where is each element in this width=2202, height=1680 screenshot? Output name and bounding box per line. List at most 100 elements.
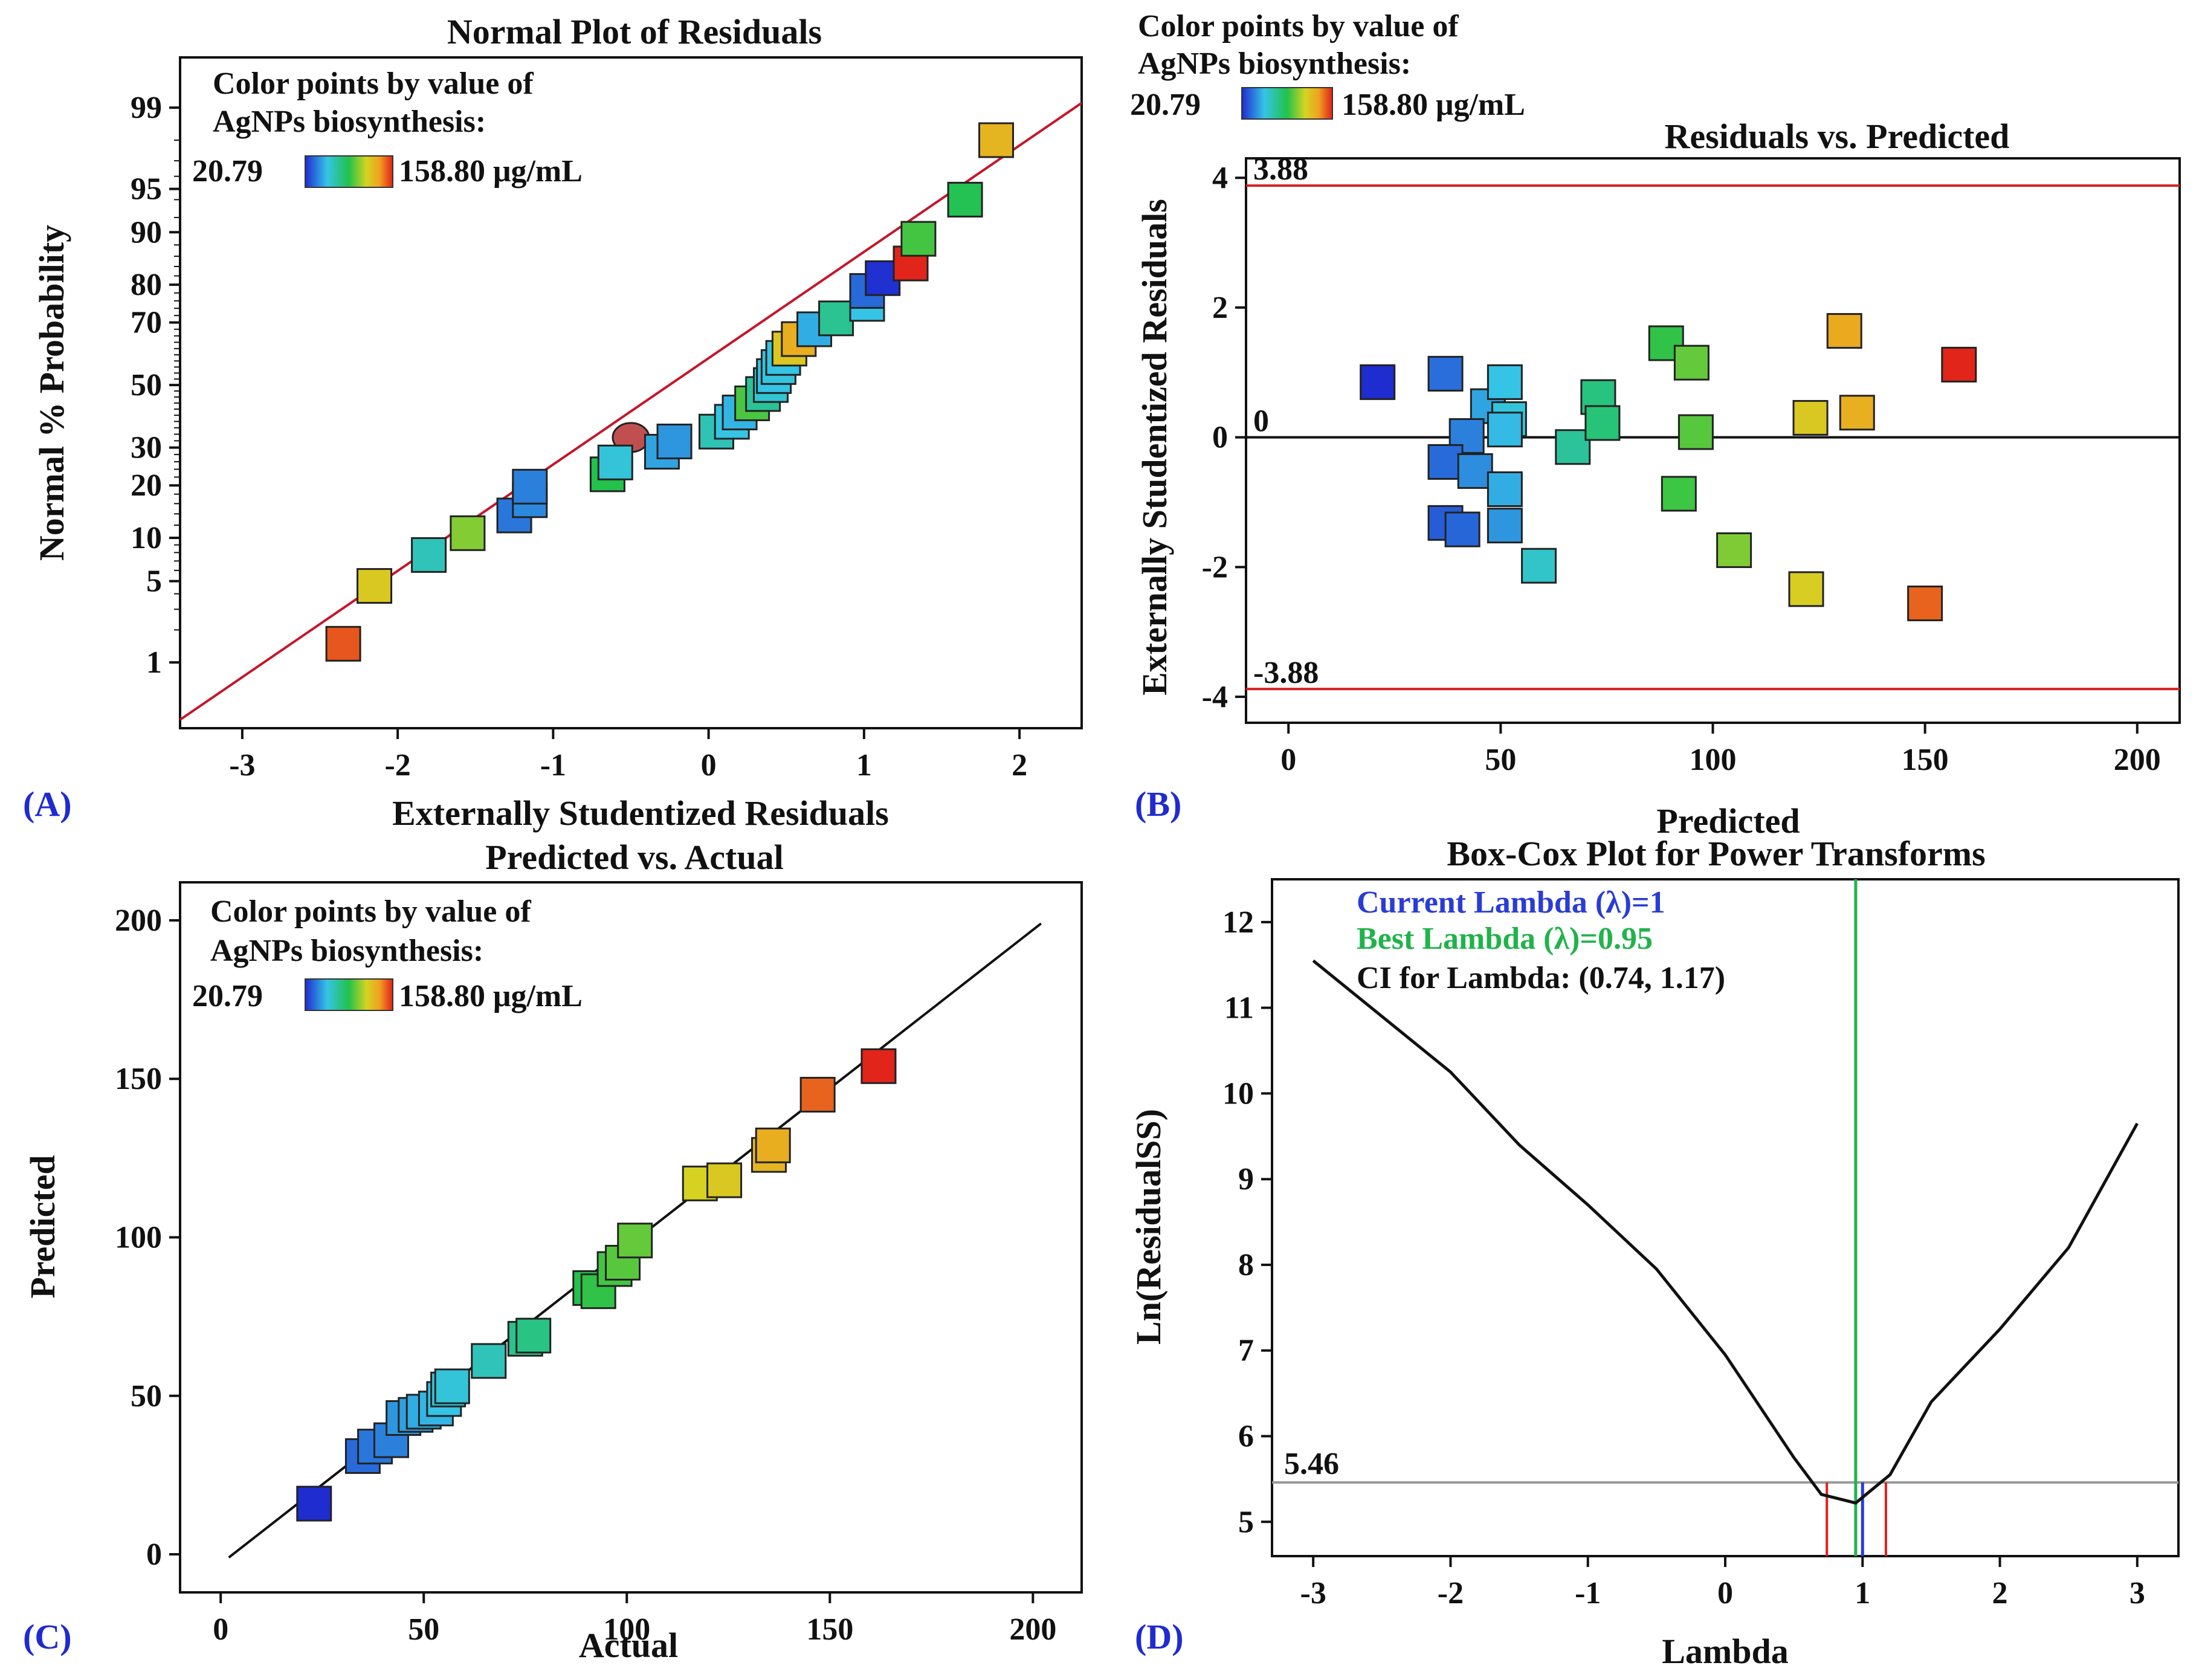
panel-b-point xyxy=(1427,444,1464,480)
panel-d-current-lambda: Current Lambda (λ)=1 xyxy=(1357,885,1665,920)
panel-a-y-tick-label: 1 xyxy=(146,645,162,680)
panel-a-y-tick-label: 20 xyxy=(131,468,162,503)
panel-c-x-tick-label: 0 xyxy=(213,1612,228,1647)
panel-a-frame xyxy=(179,56,1083,729)
panel-c-point xyxy=(471,1343,507,1379)
panel-b-point xyxy=(1457,453,1493,489)
panel-b-legend-line2: AgNPs biosynthesis: xyxy=(1138,47,1411,81)
panel-b-point xyxy=(1907,585,1943,621)
panel-b-y-tick-label: -4 xyxy=(1202,680,1228,714)
panel-c-point xyxy=(799,1076,836,1113)
panel-c-y-ticks: 0 50 100 150 200 xyxy=(115,903,180,1572)
panel-a-point xyxy=(900,221,937,257)
panel-b-point xyxy=(1427,355,1464,392)
panel-b-x-tick-label: 100 xyxy=(1690,743,1737,777)
panel-b-lower-limit-label: -3.88 xyxy=(1253,656,1319,690)
panel-a-point xyxy=(450,515,486,551)
panel-a-x-tick-label: -3 xyxy=(229,748,255,783)
panel-c-y-tick-label: 100 xyxy=(115,1221,162,1255)
panel-b-upper-limit-label: 3.88 xyxy=(1253,152,1308,187)
panel-d-y-tick-label: 11 xyxy=(1224,991,1254,1026)
panel-a-y-tick-label: 80 xyxy=(131,268,162,302)
panel-b-zero-label: 0 xyxy=(1253,404,1269,439)
panel-a: Normal Plot of Residuals 151020305070809… xyxy=(23,12,1083,833)
panel-c-y-tick-label: 200 xyxy=(115,903,162,938)
panel-a-point xyxy=(818,300,854,337)
panel-c-legend-max: 158.80 μg/mL xyxy=(399,979,583,1013)
panel-c-y-tick-label: 0 xyxy=(146,1537,162,1572)
panel-c-x-tick-label: 100 xyxy=(603,1612,650,1647)
panel-a-legend-colorbar xyxy=(305,155,393,188)
panel-c-legend-min: 20.79 xyxy=(192,979,263,1013)
panel-d-x-label: Lambda xyxy=(1662,1632,1789,1671)
panel-d-y-label: Ln(ResidualSS) xyxy=(1129,1109,1168,1345)
panel-c-legend-colorbar xyxy=(305,978,393,1011)
panel-b-point xyxy=(1487,364,1523,400)
panel-d-ci: CI for Lambda: (0.74, 1.17) xyxy=(1357,961,1725,995)
panel-b-legend-min: 20.79 xyxy=(1130,88,1201,122)
panel-d-y-tick-label: 7 xyxy=(1238,1334,1254,1368)
panel-d-curve xyxy=(1312,959,2139,1505)
panel-c-point xyxy=(860,1048,897,1084)
panel-b-y-label: Externally Studentized Residuals xyxy=(1135,199,1174,696)
panel-c-x-tick-label: 200 xyxy=(1009,1612,1056,1647)
panel-a-x-label: Externally Studentized Residuals xyxy=(392,793,889,833)
panel-b-point xyxy=(1487,412,1523,448)
panel-c-legend-line1: Color points by value of xyxy=(210,894,531,929)
panel-d-y-tick-label: 8 xyxy=(1238,1248,1254,1282)
panel-b-x-label: Predicted xyxy=(1656,801,1800,841)
panel-a-point xyxy=(411,537,447,573)
panel-a-point xyxy=(656,424,693,460)
panel-a-x-tick-label: -1 xyxy=(540,748,566,783)
panel-a-y-tick-label: 50 xyxy=(131,368,162,402)
panel-a-point xyxy=(325,625,361,662)
panel-b-point xyxy=(1673,344,1710,381)
panel-b-y-tick-label: -2 xyxy=(1202,550,1228,584)
panel-b-point xyxy=(1941,346,1977,383)
panel-b-point xyxy=(1839,395,1875,431)
panel-c-point xyxy=(515,1317,552,1354)
panel-b-point xyxy=(1555,429,1591,465)
panel-a-y-tick-label: 99 xyxy=(131,91,162,125)
panel-b-y-ticks: -4 -2 0 2 4 xyxy=(1202,161,1246,714)
panel-a-legend-line1: Color points by value of xyxy=(213,66,534,101)
panel-a-y-tick-label: 5 xyxy=(146,564,162,599)
panel-b-point xyxy=(1360,364,1396,400)
panel-c-x-tick-label: 150 xyxy=(806,1612,853,1647)
panel-d-x-tick-label: 1 xyxy=(1855,1576,1870,1611)
panel-a-y-label: Normal % Probability xyxy=(32,225,71,561)
panel-d-x-tick-label: 0 xyxy=(1717,1576,1733,1611)
panel-c-y-tick-label: 50 xyxy=(131,1379,162,1413)
panel-d-x-ticks: -3 -2 -1 0 1 2 3 xyxy=(1300,1556,2145,1611)
panel-c-y-tick-label: 150 xyxy=(115,1062,162,1096)
panel-b-point xyxy=(1716,532,1752,568)
panel-c-label: (C) xyxy=(23,1617,72,1656)
panel-a-point xyxy=(947,181,983,218)
panel-c-point xyxy=(706,1162,743,1198)
panel-b-x-ticks: 0 50 100 150 200 xyxy=(1280,723,2161,777)
panel-b-point xyxy=(1661,476,1697,512)
panel-a-y-tick-label: 90 xyxy=(131,215,162,250)
panel-a-legend-line2: AgNPs biosynthesis: xyxy=(213,105,486,139)
panel-d-y-tick-label: 12 xyxy=(1222,905,1254,940)
panel-b-y-tick-label: 4 xyxy=(1212,161,1228,195)
panel-a-x-tick-label: -2 xyxy=(384,748,410,783)
panel-d-x-tick-label: -1 xyxy=(1575,1576,1601,1611)
panel-d-title: Box-Cox Plot for Power Transforms xyxy=(1447,834,1985,873)
panel-c-point xyxy=(296,1485,332,1522)
panel-b-x-tick-label: 0 xyxy=(1280,743,1296,777)
panel-d-x-tick-label: 2 xyxy=(1992,1576,2008,1611)
panel-a-legend-min: 20.79 xyxy=(192,154,263,189)
panel-b-point xyxy=(1444,511,1480,548)
panel-b-point xyxy=(1584,405,1621,441)
panel-d-y-tick-label: 6 xyxy=(1238,1420,1254,1454)
panel-d: Box-Cox Plot for Power Transforms 5 6 7 8 9 1… xyxy=(1129,834,2180,1671)
panel-b-legend-line1: Color points by value of xyxy=(1138,9,1459,44)
panel-a-x-tick-label: 1 xyxy=(856,748,872,783)
panel-c-point xyxy=(755,1127,791,1163)
panel-b-point xyxy=(1487,508,1523,544)
panel-b: Color points by value of AgNPs biosynthe… xyxy=(1130,9,2181,841)
panel-b-point xyxy=(1788,571,1824,607)
panel-a-point xyxy=(357,568,393,604)
